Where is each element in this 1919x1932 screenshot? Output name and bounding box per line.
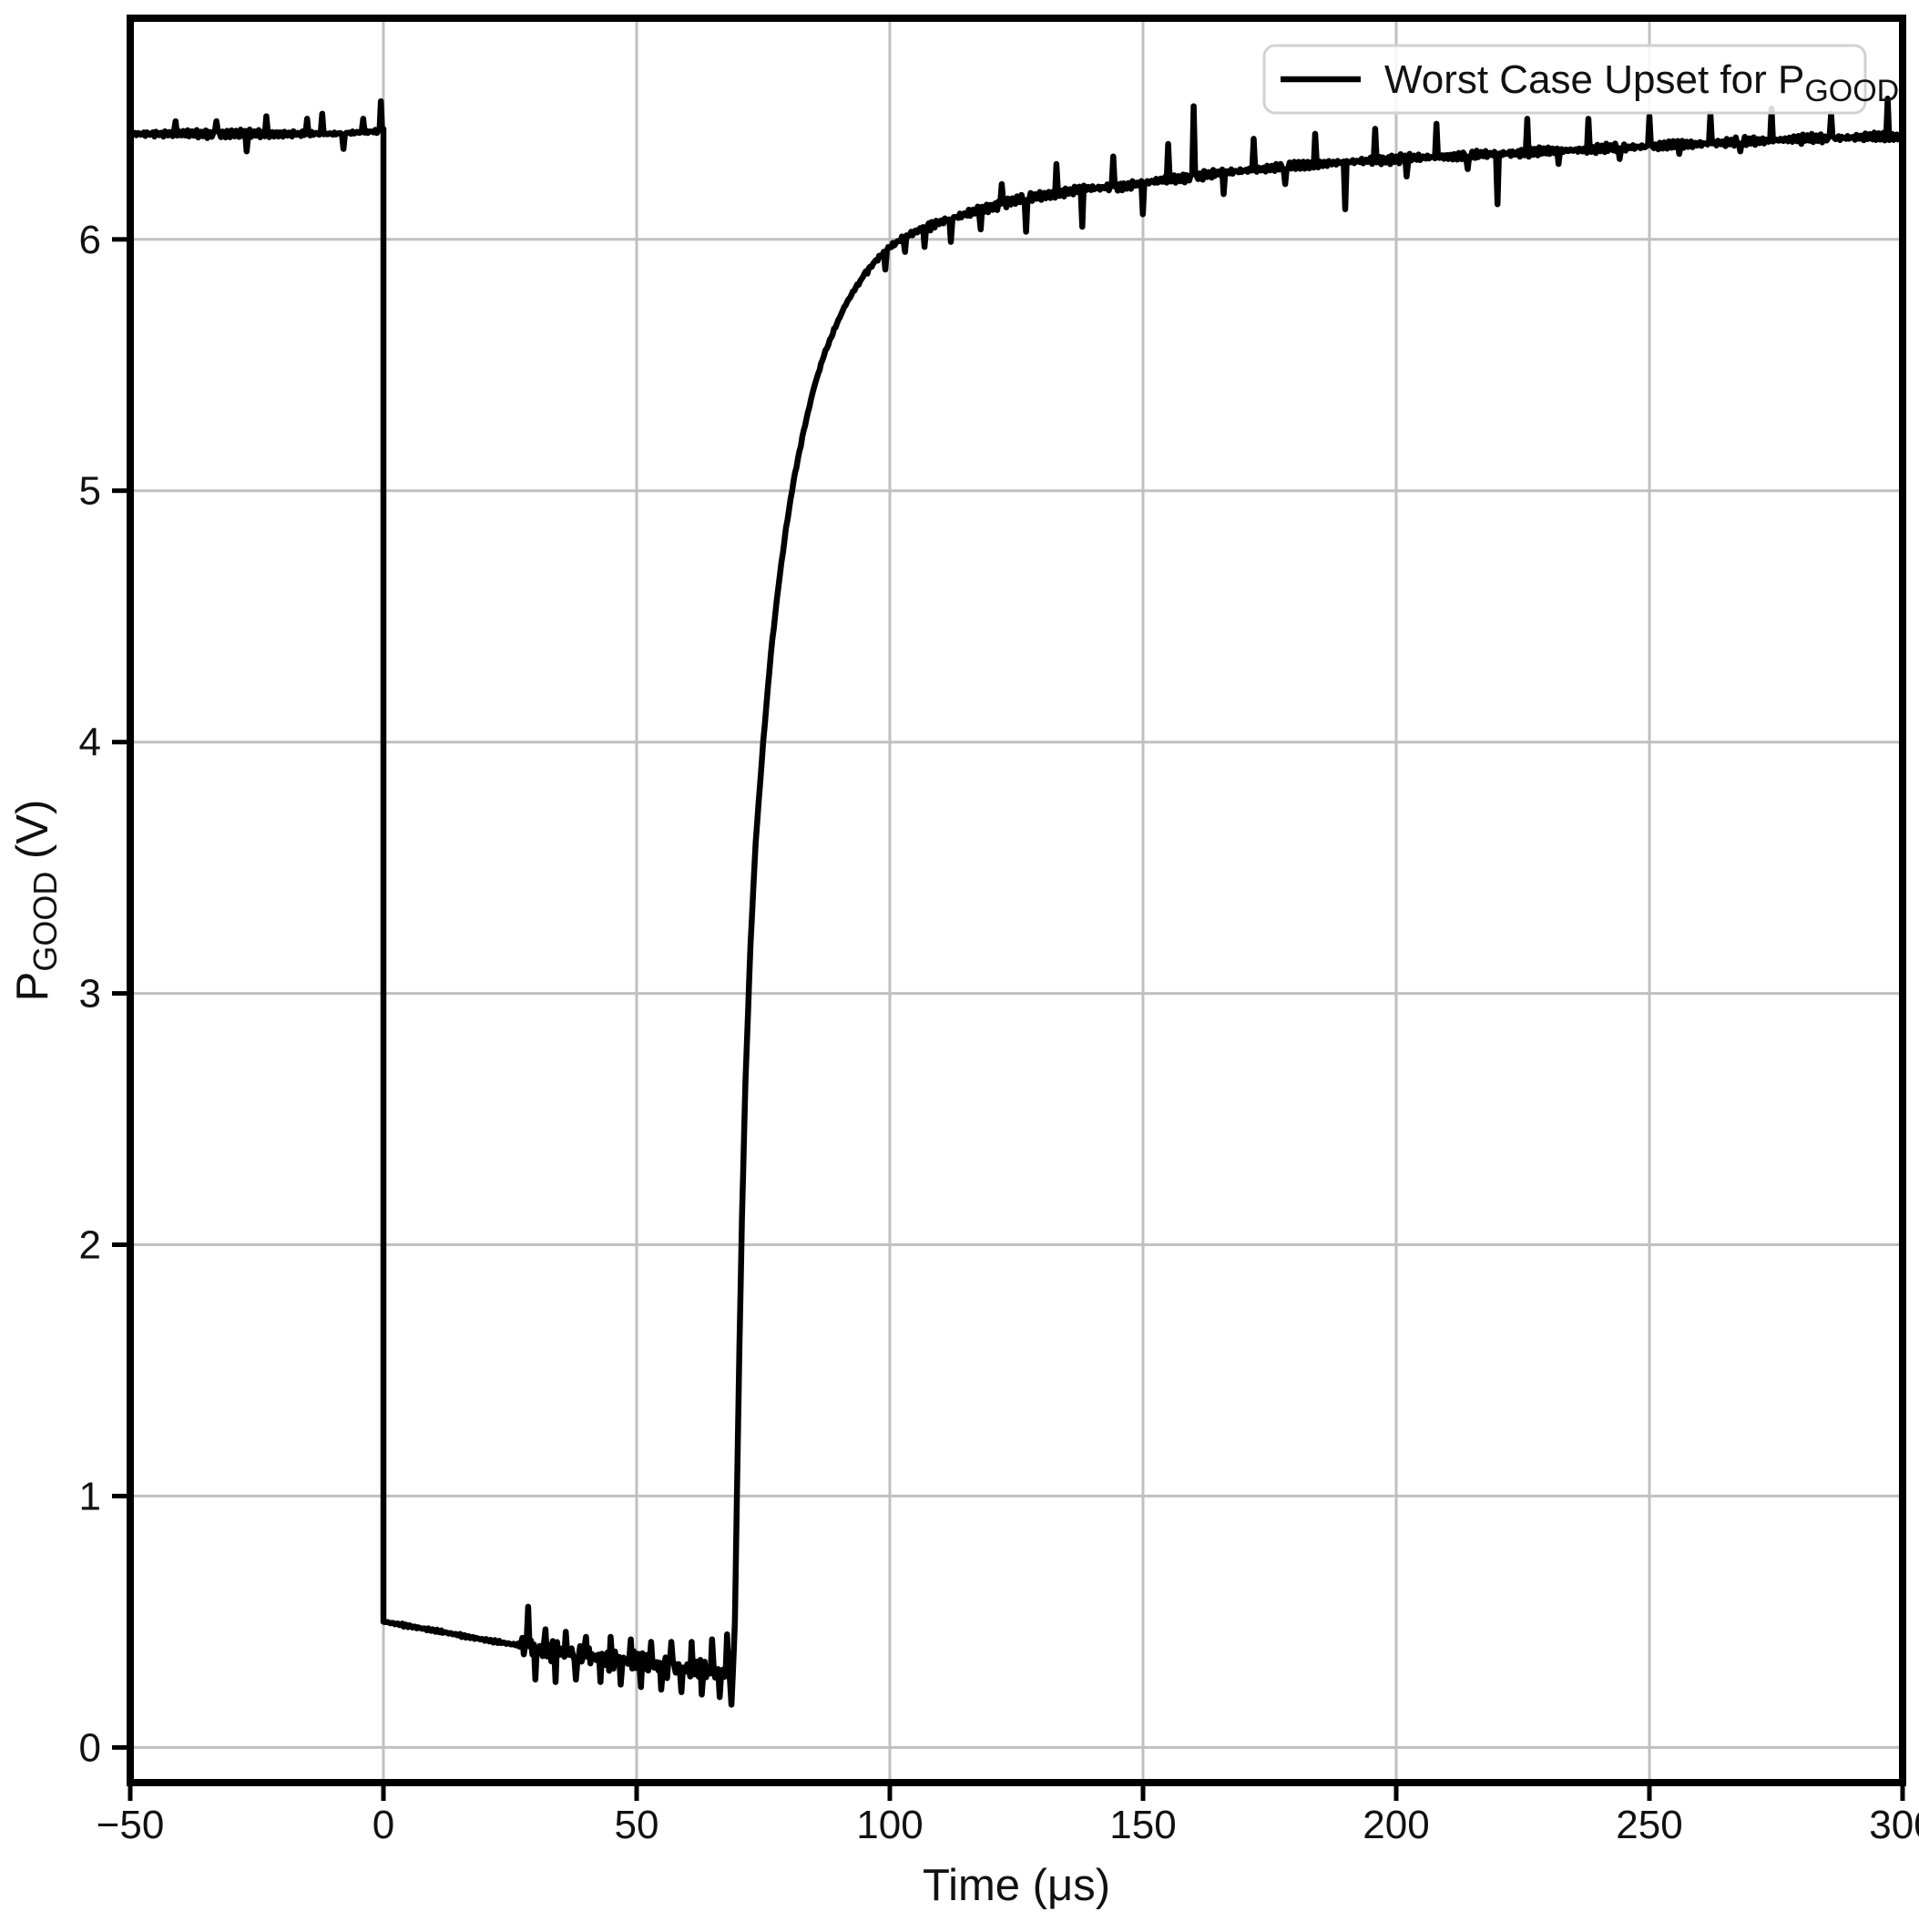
x-tick-label: −50 [97,1803,165,1847]
trace-line [127,96,1906,1708]
x-tick-label: 150 [1109,1803,1176,1847]
y-tick-label: 2 [79,1223,101,1268]
y-tick-label: 6 [79,218,101,262]
y-axis-title: PGOOD (V) [8,800,64,1002]
x-tick-label: 0 [373,1803,394,1847]
legend-box [1262,44,1867,115]
x-axis-title: Time (μs) [923,1861,1110,1910]
x-tick-label: 100 [856,1803,923,1847]
x-tick-label: 300 [1869,1803,1919,1847]
y-tick-label: 1 [79,1474,101,1518]
y-tick-label: 5 [79,469,101,514]
plot-background [130,18,1903,1783]
x-tick-label: 200 [1363,1803,1429,1847]
plot-border [127,15,1906,1786]
y-tick-label: 3 [79,972,101,1017]
x-tick-label: 250 [1616,1803,1682,1847]
x-tick-label: 50 [615,1803,659,1847]
y-tick-label: 4 [79,721,101,765]
y-tick-label: 0 [79,1725,101,1770]
